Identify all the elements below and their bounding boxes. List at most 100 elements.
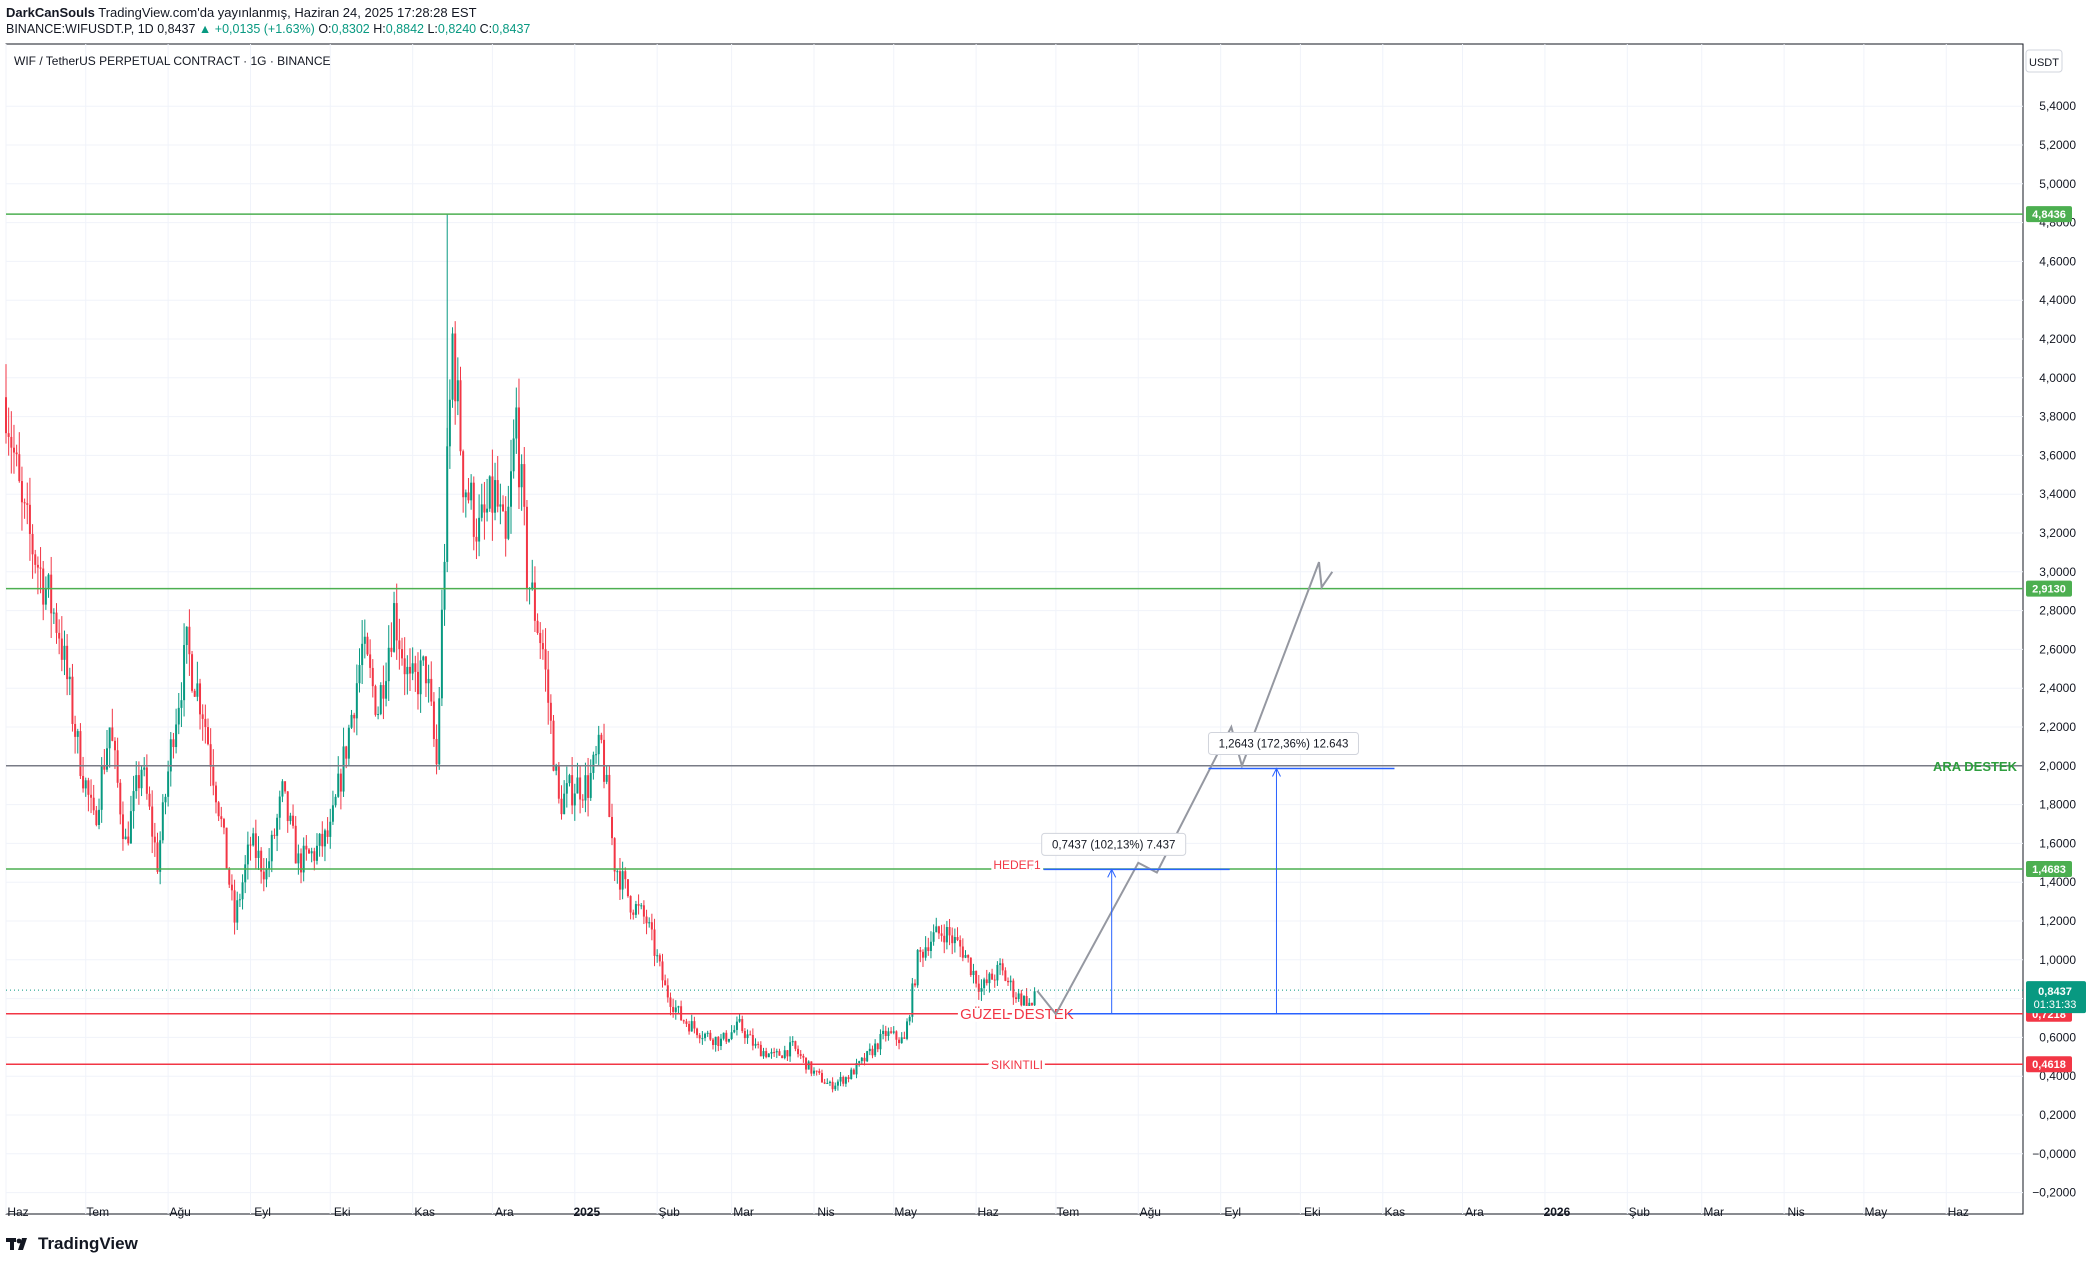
candle-up bbox=[183, 645, 186, 701]
candle-up bbox=[512, 438, 515, 472]
candle-up bbox=[972, 970, 975, 976]
candle-down bbox=[743, 1031, 746, 1039]
price-level-tag bbox=[2026, 206, 2072, 223]
candle-down bbox=[717, 1036, 720, 1047]
price-change: ▲ +0,0135 (+1.63%) bbox=[198, 22, 315, 36]
candle-up bbox=[302, 845, 305, 873]
candle-up bbox=[238, 899, 241, 901]
candle-up bbox=[132, 791, 135, 812]
candle-up bbox=[882, 1030, 885, 1035]
candle-up bbox=[866, 1051, 869, 1062]
candle-down bbox=[661, 961, 664, 981]
candle-down bbox=[820, 1073, 823, 1083]
candle-up bbox=[108, 727, 111, 749]
candle-up bbox=[704, 1033, 707, 1039]
y-tick-label: −0,0000 bbox=[2032, 1147, 2076, 1161]
x-tick-label: Ağu bbox=[1140, 1205, 1161, 1219]
candle-up bbox=[573, 793, 576, 806]
candle-up bbox=[358, 665, 361, 684]
candle-down bbox=[969, 957, 972, 976]
measure-label-box bbox=[1207, 731, 1359, 755]
candle-down bbox=[948, 927, 951, 936]
close-value: 0,8437 bbox=[492, 22, 531, 36]
candle-up bbox=[924, 947, 927, 958]
candle-down bbox=[414, 663, 417, 672]
candle-down bbox=[669, 997, 672, 1007]
candle-up bbox=[767, 1053, 770, 1058]
candle-up bbox=[789, 1042, 792, 1057]
candle-down bbox=[220, 816, 223, 820]
candle-down bbox=[305, 845, 308, 850]
candle-up bbox=[257, 850, 260, 858]
y-tick-label: 1,6000 bbox=[2039, 836, 2076, 850]
candle-up bbox=[480, 504, 483, 518]
candle-down bbox=[557, 765, 560, 799]
x-tick-label: Eki bbox=[334, 1205, 351, 1219]
candle-down bbox=[345, 746, 348, 759]
candle-down bbox=[249, 844, 252, 846]
candle-up bbox=[84, 780, 87, 789]
candle-up bbox=[916, 950, 919, 986]
y-tick-label: 5,0000 bbox=[2039, 177, 2076, 191]
candle-up bbox=[363, 636, 366, 644]
candle-up bbox=[983, 979, 986, 989]
candle-down bbox=[401, 649, 404, 659]
candle-up bbox=[377, 714, 380, 716]
y-tick-label: −0,2000 bbox=[2032, 1186, 2076, 1200]
author-name: DarkCanSouls bbox=[6, 5, 95, 20]
candle-up bbox=[268, 861, 271, 869]
candle-down bbox=[1025, 996, 1028, 1009]
candle-up bbox=[443, 561, 446, 610]
candle-up bbox=[180, 700, 183, 708]
y-tick-label: 4,2000 bbox=[2039, 332, 2076, 346]
publish-info: TradingView.com'da yayınlanmış, Haziran … bbox=[98, 5, 477, 20]
candle-down bbox=[313, 851, 316, 861]
candle-up bbox=[387, 647, 390, 682]
candle-up bbox=[945, 927, 948, 943]
candle-up bbox=[855, 1063, 858, 1075]
current-price-label: 0,8437 bbox=[2038, 986, 2072, 998]
candle-down bbox=[228, 868, 231, 885]
candle-down bbox=[765, 1051, 768, 1058]
candle-up bbox=[988, 973, 991, 984]
candle-down bbox=[191, 654, 194, 691]
low-value: 0,8240 bbox=[437, 22, 477, 36]
candle-down bbox=[398, 640, 401, 650]
candle-up bbox=[531, 582, 534, 589]
candle-down bbox=[454, 333, 457, 402]
candle-up bbox=[143, 767, 146, 770]
y-tick-label: 3,4000 bbox=[2039, 487, 2076, 501]
candle-down bbox=[847, 1077, 850, 1080]
candle-down bbox=[940, 933, 943, 936]
candle-up bbox=[355, 683, 358, 719]
candle-up bbox=[770, 1051, 773, 1054]
candle-down bbox=[549, 702, 552, 721]
x-tick-label: Ara bbox=[495, 1205, 514, 1219]
candle-up bbox=[648, 922, 651, 924]
candle-down bbox=[20, 481, 23, 503]
candle-down bbox=[709, 1032, 712, 1040]
candle-up bbox=[674, 1007, 677, 1012]
candle-up bbox=[515, 407, 518, 439]
price-level-tag bbox=[2026, 860, 2072, 877]
candle-up bbox=[999, 963, 1002, 965]
x-tick-label: Tem bbox=[1057, 1205, 1080, 1219]
candle-down bbox=[491, 476, 494, 513]
currency-label: USDT bbox=[2029, 57, 2059, 69]
candle-down bbox=[664, 980, 667, 986]
y-tick-label: 4,6000 bbox=[2039, 254, 2076, 268]
x-tick-label: Ara bbox=[1465, 1205, 1484, 1219]
x-tick-label: Ağu bbox=[169, 1205, 190, 1219]
candle-up bbox=[270, 834, 273, 862]
candle-up bbox=[323, 830, 326, 847]
candle-up bbox=[996, 964, 999, 981]
x-tick-label: Tem bbox=[86, 1205, 109, 1219]
candle-up bbox=[278, 796, 281, 818]
candle-up bbox=[129, 811, 132, 844]
candle-up bbox=[448, 399, 451, 447]
candle-up bbox=[486, 508, 489, 513]
projection-path bbox=[1036, 561, 1334, 1016]
brand-name: TradingView bbox=[38, 1234, 138, 1253]
candle-up bbox=[164, 796, 167, 803]
